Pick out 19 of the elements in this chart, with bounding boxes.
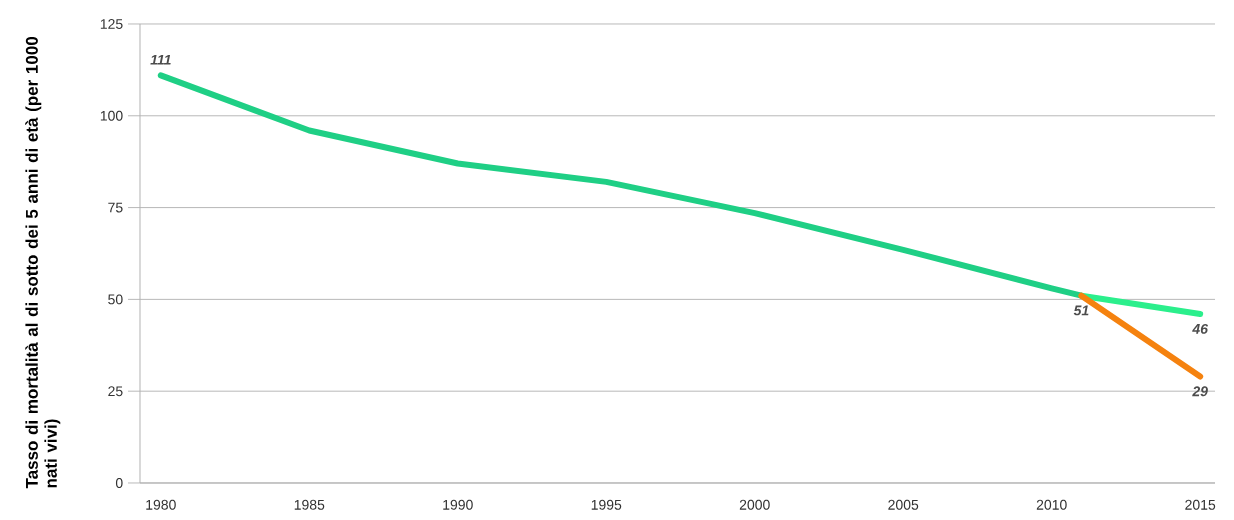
y-tick-label: 125 xyxy=(100,19,123,29)
data-label: 46 xyxy=(1192,323,1209,334)
x-tick-label: 2005 xyxy=(888,499,919,510)
x-tick-label: 2000 xyxy=(739,499,770,510)
y-tick-label: 25 xyxy=(108,386,123,397)
x-tick-label: 2015 xyxy=(1185,499,1216,510)
y-tick-label: 75 xyxy=(108,202,123,213)
y-tick-label: 50 xyxy=(108,294,123,305)
x-tick-label: 2010 xyxy=(1036,499,1067,510)
data-label: 111 xyxy=(150,54,171,65)
x-tick-label: 1995 xyxy=(591,499,622,510)
y-axis-title: Tasso di mortalità al di sotto dei 5 anni di età (per 1000 nati vivi) xyxy=(25,37,61,489)
x-tick-label: 1985 xyxy=(294,499,325,510)
y-tick-label: 0 xyxy=(115,478,123,488)
x-tick-label: 1990 xyxy=(443,499,473,510)
data-label: 29 xyxy=(1192,386,1208,397)
x-tick-label: 1980 xyxy=(146,499,176,510)
data-label: 51 xyxy=(1073,305,1089,316)
y-tick-label: 100 xyxy=(100,110,123,121)
